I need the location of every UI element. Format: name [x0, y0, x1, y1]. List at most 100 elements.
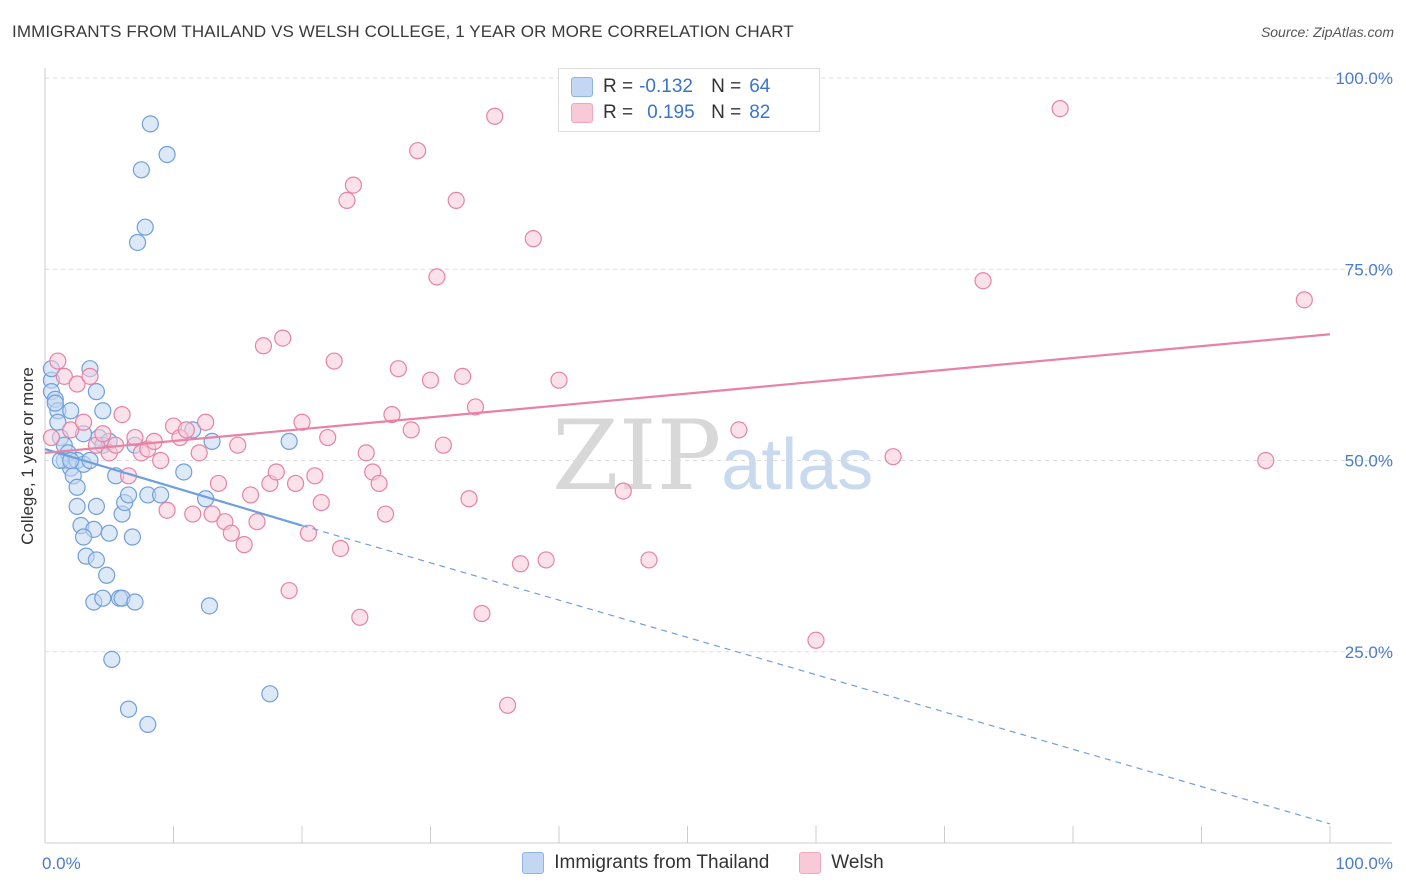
- point-thailand: [87, 497, 106, 515]
- point-thailand: [100, 524, 118, 542]
- point-welsh: [428, 268, 446, 286]
- point-welsh: [421, 371, 440, 389]
- point-welsh: [306, 467, 324, 485]
- point-welsh: [203, 505, 221, 523]
- point-welsh: [62, 421, 80, 439]
- legend-r-label: R =: [603, 102, 634, 123]
- point-welsh: [974, 272, 992, 290]
- point-welsh: [370, 474, 388, 493]
- grid-lines: [45, 77, 1392, 653]
- legend-n-label: N =: [711, 76, 742, 97]
- point-thailand: [98, 566, 116, 584]
- correlation-legend: R = -0.132 N = 64 R = 0.195 N = 82: [558, 68, 820, 132]
- point-welsh: [550, 371, 568, 389]
- point-thailand: [123, 528, 141, 546]
- point-thailand: [94, 589, 112, 607]
- point-welsh: [466, 398, 485, 416]
- legend-r-value-thailand: -0.132: [639, 76, 693, 97]
- point-welsh: [280, 581, 298, 600]
- point-welsh: [113, 406, 131, 424]
- legend-item-thailand[interactable]: Immigrants from Thailand: [522, 852, 769, 874]
- point-welsh: [447, 191, 465, 209]
- point-welsh: [730, 421, 748, 439]
- point-welsh: [299, 524, 318, 542]
- legend-label-thailand: Immigrants from Thailand: [554, 852, 770, 873]
- point-welsh: [460, 490, 478, 508]
- series-legend: Immigrants from Thailand Welsh: [0, 852, 1406, 874]
- point-thailand: [103, 650, 121, 669]
- point-thailand: [87, 551, 106, 569]
- point-welsh: [1295, 291, 1313, 309]
- point-welsh: [434, 436, 452, 454]
- point-welsh: [267, 463, 285, 481]
- point-welsh: [402, 421, 420, 439]
- point-welsh: [94, 425, 112, 443]
- source-credit: Source: ZipAtlas.com: [1260, 24, 1394, 40]
- legend-swatch-thailand: [571, 77, 593, 97]
- point-thailand: [141, 115, 159, 133]
- data-points: [42, 69, 1313, 734]
- trend-extension-thailand: [301, 524, 1331, 825]
- point-welsh: [884, 448, 902, 466]
- legend-r-value-welsh: 0.195: [647, 102, 695, 123]
- point-welsh: [293, 413, 311, 431]
- point-thailand: [128, 233, 147, 252]
- point-welsh: [55, 367, 73, 385]
- point-welsh: [274, 329, 292, 347]
- trend-line-thailand: [44, 447, 303, 527]
- point-thailand: [62, 402, 80, 420]
- point-welsh: [312, 493, 330, 512]
- point-welsh: [376, 505, 395, 523]
- point-thailand: [68, 497, 86, 515]
- legend-n-value-thailand: 64: [749, 76, 771, 97]
- point-thailand: [261, 685, 279, 703]
- chart-title: IMMIGRANTS FROM THAILAND VS WELSH COLLEG…: [12, 22, 794, 41]
- point-welsh: [499, 696, 517, 714]
- legend-swatch-thailand: [522, 852, 545, 874]
- point-welsh: [152, 451, 170, 470]
- point-welsh: [537, 551, 555, 569]
- legend-swatch-welsh: [571, 103, 593, 123]
- point-welsh: [1257, 451, 1275, 470]
- point-welsh: [229, 436, 247, 454]
- point-welsh: [222, 524, 240, 542]
- point-welsh: [190, 444, 208, 462]
- point-welsh: [1051, 99, 1069, 118]
- point-thailand: [136, 218, 154, 236]
- point-welsh: [319, 428, 337, 447]
- legend-row-thailand: R = -0.132 N = 64: [571, 75, 770, 99]
- point-thailand: [119, 486, 138, 504]
- point-welsh: [640, 551, 658, 569]
- trend-line-welsh: [44, 333, 1331, 454]
- point-welsh: [68, 375, 86, 393]
- point-welsh: [338, 191, 356, 209]
- point-welsh: [235, 536, 253, 554]
- point-welsh: [486, 107, 504, 125]
- point-welsh: [524, 230, 542, 248]
- point-welsh: [286, 474, 305, 493]
- point-thailand: [132, 161, 150, 179]
- point-thailand: [152, 486, 170, 504]
- point-thailand: [87, 383, 106, 401]
- point-welsh: [158, 501, 176, 519]
- point-welsh: [248, 513, 266, 531]
- point-thailand: [280, 432, 298, 450]
- point-welsh: [614, 482, 632, 500]
- point-welsh: [49, 352, 67, 370]
- point-welsh: [389, 360, 407, 378]
- x-tick-label-min: 0.0%: [42, 854, 81, 873]
- y-tick-label: 25.0%: [1345, 643, 1393, 662]
- point-welsh: [81, 367, 99, 385]
- watermark-zip: ZIP: [552, 400, 722, 512]
- point-thailand: [94, 402, 112, 420]
- legend-n-label: N =: [711, 102, 742, 123]
- legend-row-welsh: R = 0.195 N = 82: [571, 101, 770, 125]
- point-thailand: [74, 528, 93, 546]
- point-welsh: [325, 352, 343, 370]
- legend-item-welsh[interactable]: Welsh: [799, 852, 884, 874]
- point-thailand: [139, 715, 157, 734]
- axes: [44, 68, 1392, 844]
- point-thailand: [46, 394, 64, 412]
- point-thailand: [126, 593, 144, 611]
